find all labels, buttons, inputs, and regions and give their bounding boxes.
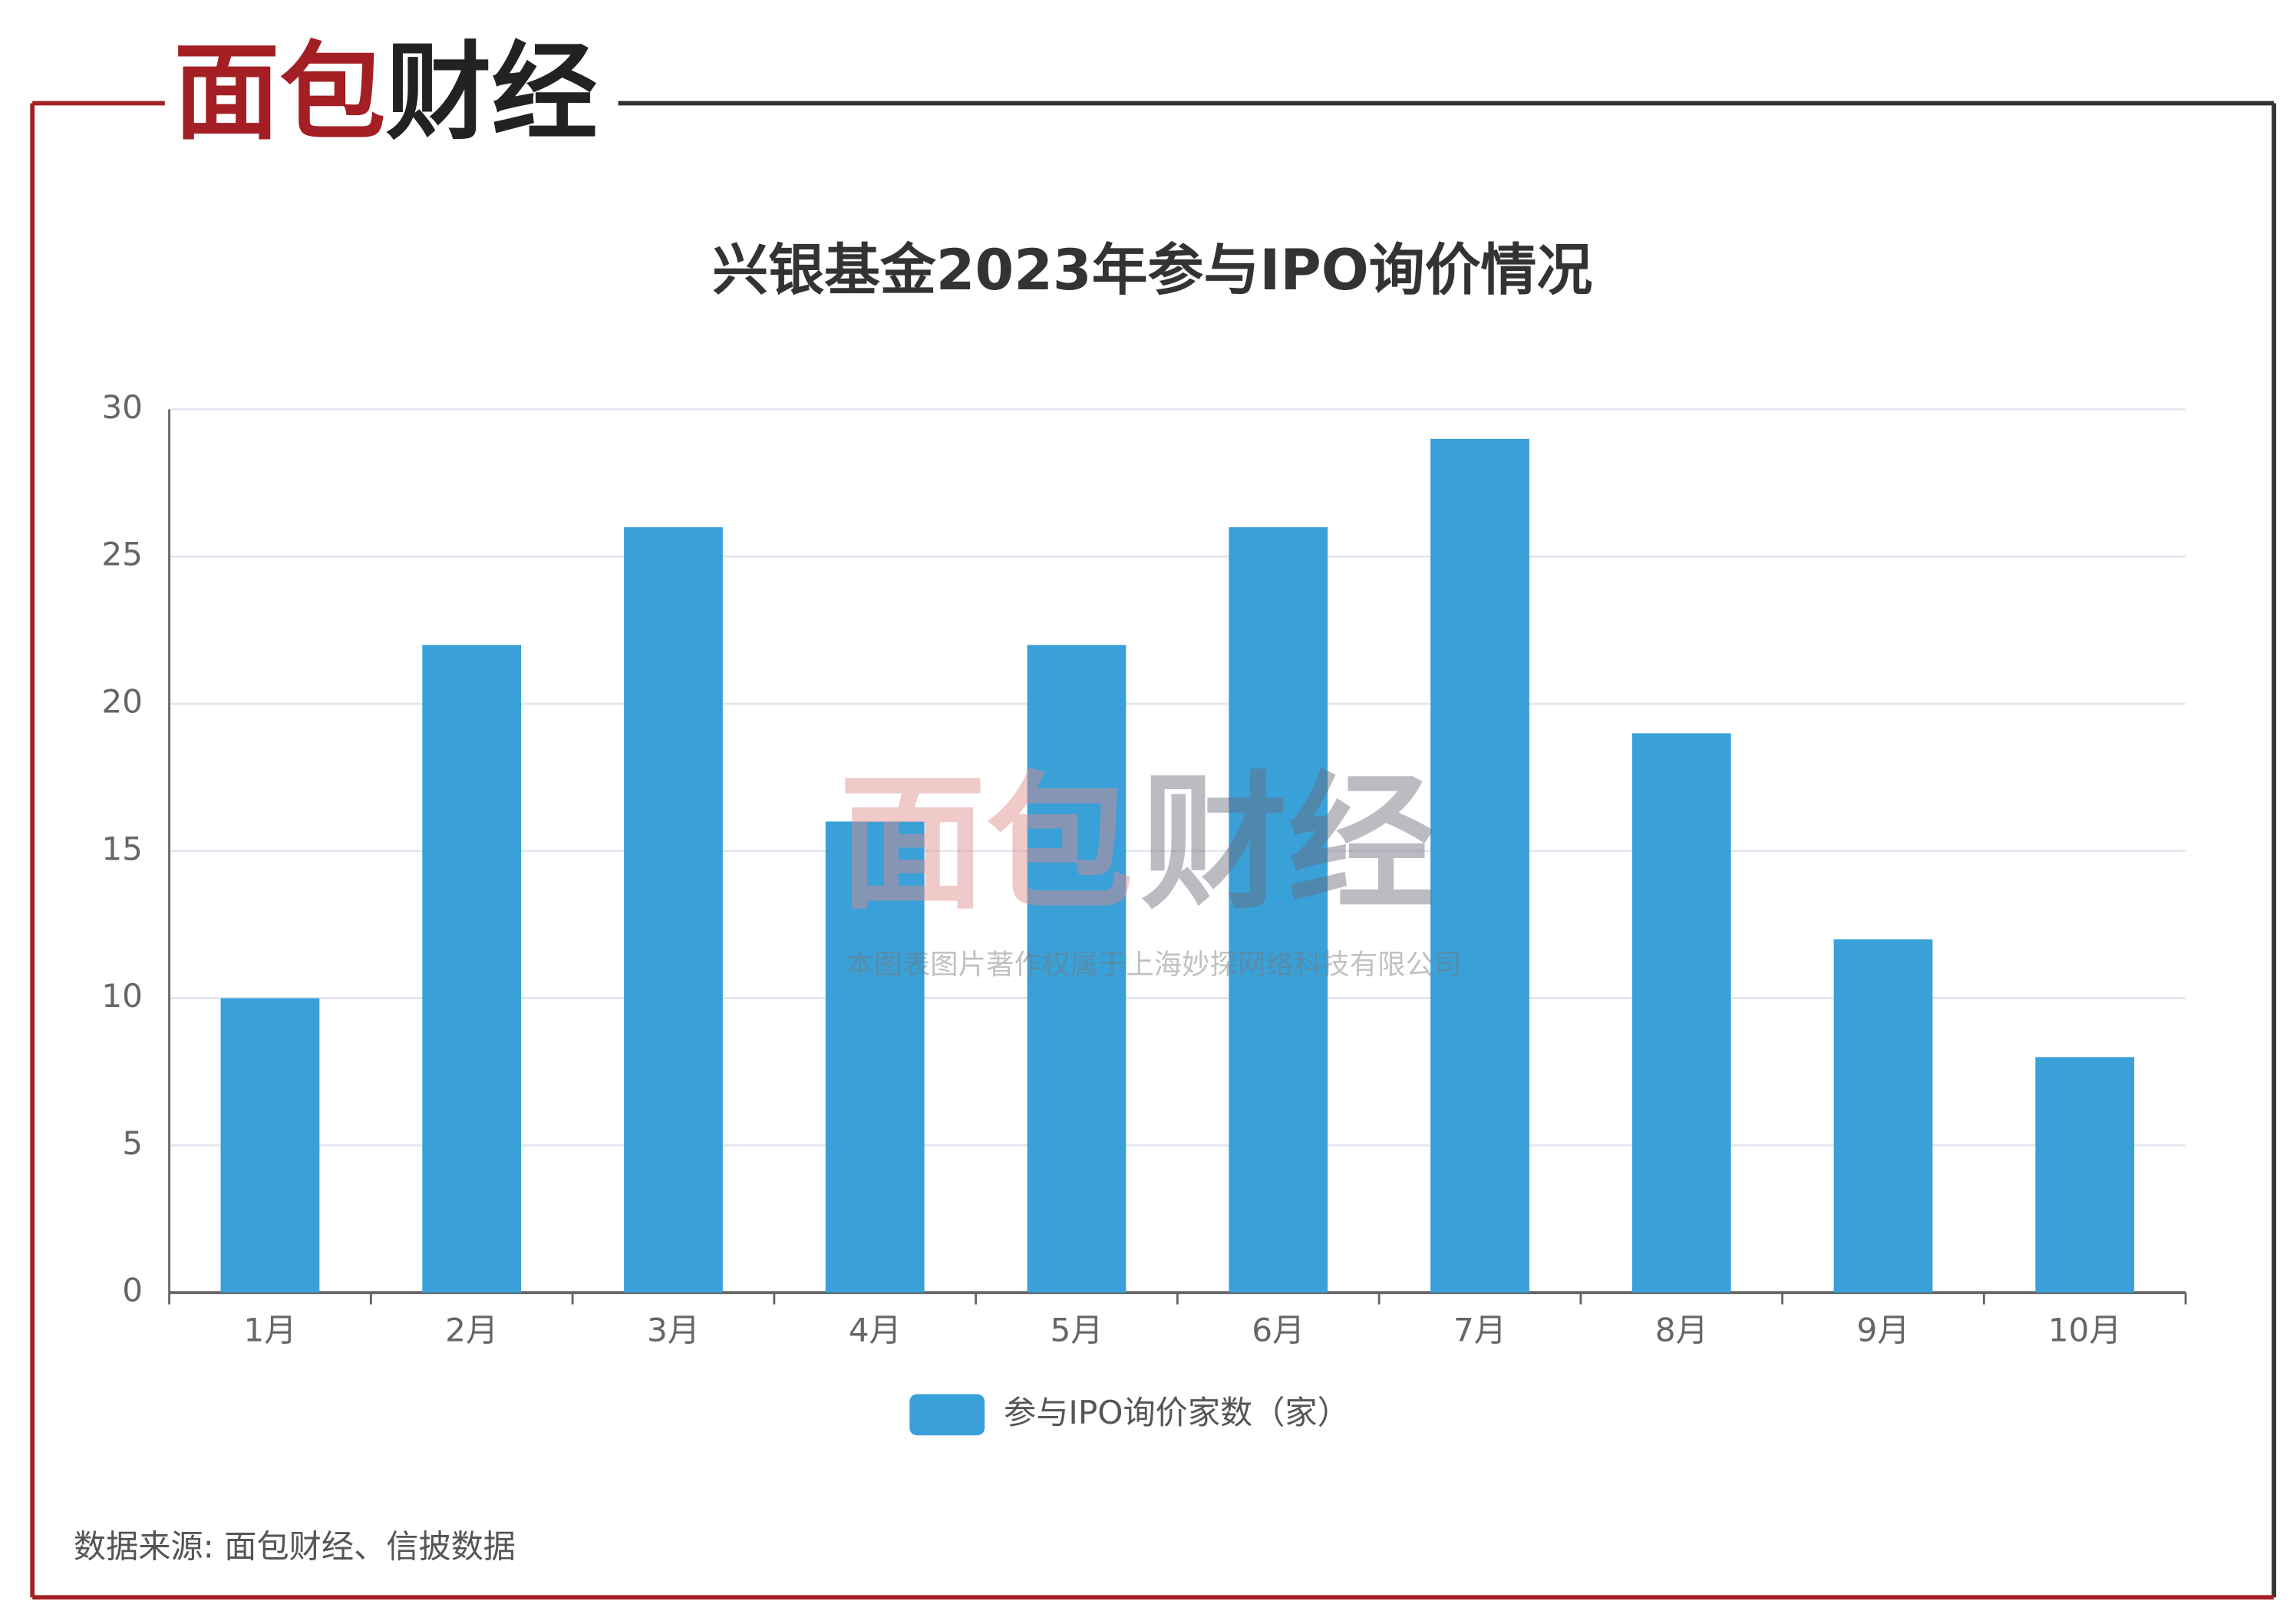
watermark: 面包 财经 本图表图片著作权属于上海妙探网络科技有限公司 bbox=[839, 758, 1461, 981]
y-tick-label: 25 bbox=[101, 536, 143, 573]
x-tick-label: 1月 bbox=[243, 1311, 296, 1348]
y-tick-label: 5 bbox=[122, 1124, 143, 1162]
chart-title: 兴银基金2023年参与IPO询价情况 bbox=[712, 238, 1592, 303]
watermark-text: 本图表图片著作权属于上海妙探网络科技有限公司 bbox=[846, 948, 1462, 981]
bar bbox=[1631, 733, 1731, 1293]
logo: 面包 bbox=[173, 31, 385, 154]
x-tick-label: 5月 bbox=[1050, 1311, 1103, 1348]
x-tick-label: 4月 bbox=[849, 1311, 902, 1348]
y-tick-label: 0 bbox=[122, 1272, 143, 1309]
x-tick-label: 8月 bbox=[1655, 1311, 1708, 1348]
bar bbox=[2035, 1057, 2135, 1293]
plot: 0 5 10 15 20 25 30 1月 2月 3月 4月 5月 6月 7月 8月 9月 10月参与IPO询价… bbox=[101, 388, 2187, 1436]
y-tick-label: 30 bbox=[101, 388, 143, 426]
bar bbox=[1430, 438, 1529, 1293]
x-tick-label: 7月 bbox=[1453, 1311, 1506, 1348]
x-tick-label: 9月 bbox=[1856, 1311, 1909, 1348]
source: 数据来源: 面包财经、信披数据 bbox=[74, 1527, 516, 1565]
x-tick-label: 10月 bbox=[2048, 1311, 2122, 1348]
watermark-logo: 面包 bbox=[839, 758, 1133, 929]
legend-label: 参与IPO询价家数（家） bbox=[1004, 1394, 1350, 1431]
x-tick-label: 6月 bbox=[1252, 1311, 1305, 1348]
y-tick-label: 10 bbox=[101, 977, 143, 1015]
bar bbox=[825, 821, 925, 1293]
y-tick-label: 15 bbox=[101, 830, 143, 867]
bar bbox=[1833, 939, 1933, 1293]
x-tick-label: 3月 bbox=[647, 1311, 700, 1348]
bar bbox=[624, 526, 723, 1293]
watermark-logo: 财经 bbox=[1140, 758, 1435, 929]
bar bbox=[1229, 526, 1328, 1293]
x-tick-label: 2月 bbox=[445, 1311, 498, 1348]
y-tick-label: 20 bbox=[101, 683, 143, 721]
logo: 财经 bbox=[386, 31, 598, 154]
bar bbox=[1027, 645, 1127, 1293]
bar bbox=[422, 645, 522, 1293]
bar bbox=[220, 998, 320, 1293]
legend-swatch bbox=[909, 1394, 985, 1436]
